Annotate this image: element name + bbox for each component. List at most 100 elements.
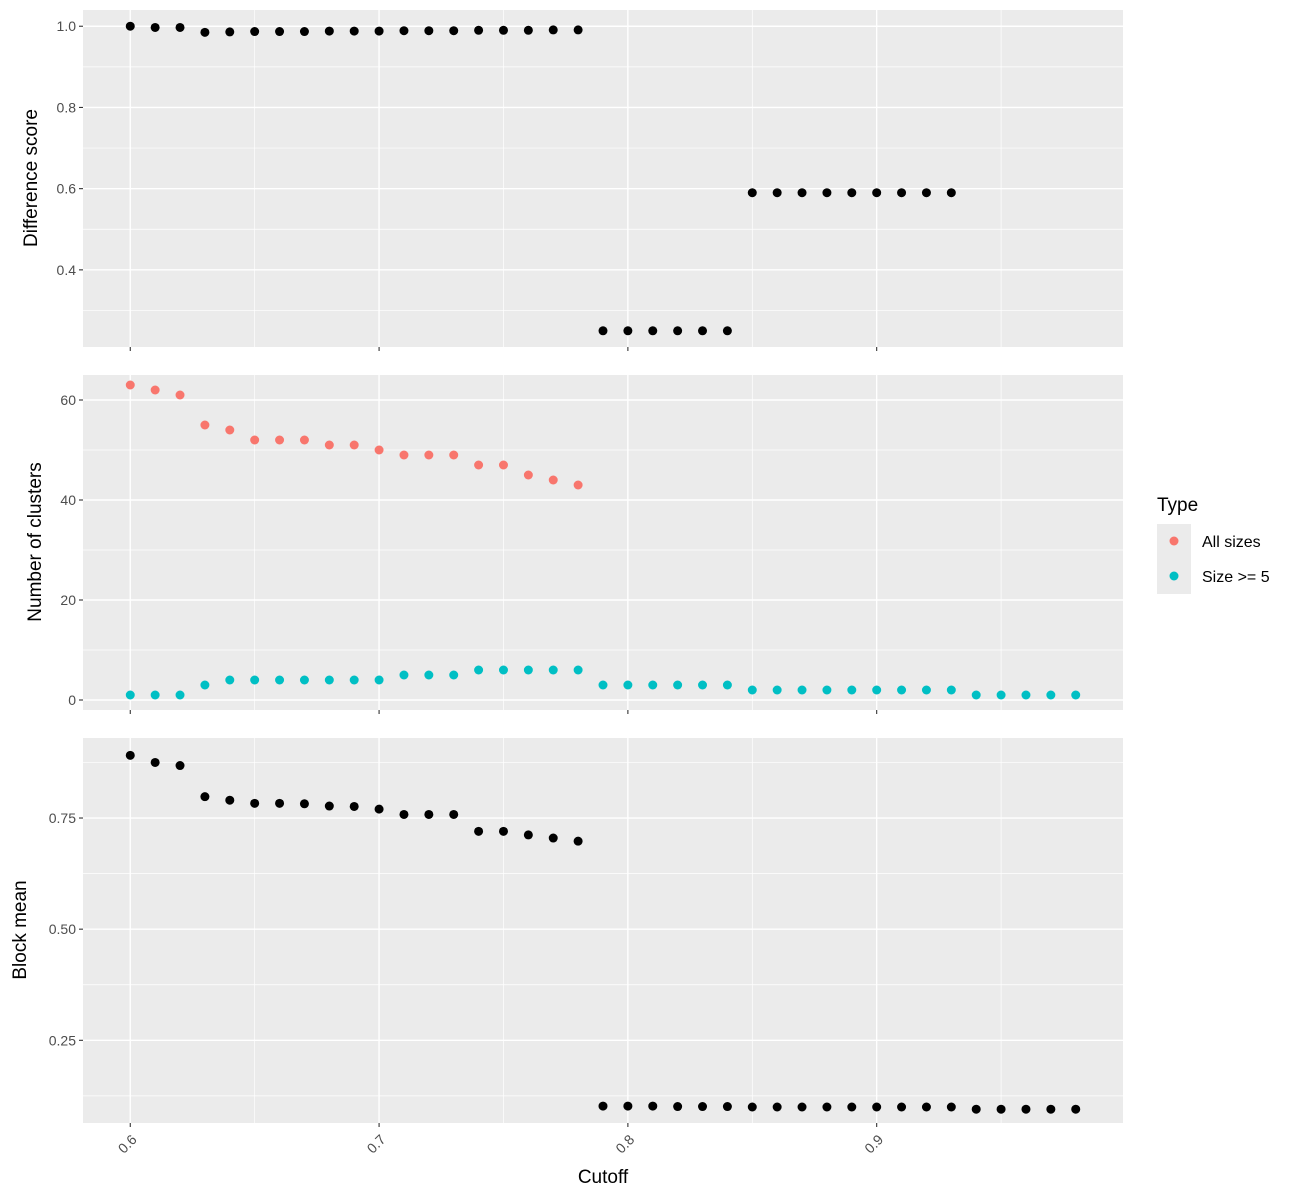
data-point [300,676,309,685]
data-point [922,686,931,695]
data-point [648,681,657,690]
y-axis-title: Block mean [10,880,31,979]
data-point [1046,691,1055,700]
data-point [1046,1105,1055,1114]
data-point [623,326,632,335]
data-point [499,461,508,470]
data-point [200,421,209,430]
data-point [822,188,831,197]
legend-label-all-sizes: All sizes [1202,534,1261,551]
data-point [872,686,881,695]
x-tick-label: 0.8 [612,1131,637,1156]
data-point [151,758,160,767]
data-point [399,671,408,680]
data-point [549,834,558,843]
data-point [424,671,433,680]
y-tick-label: 20 [60,592,76,608]
data-point [325,676,334,685]
data-point [350,441,359,450]
y-axis-title: Number of clusters [25,462,46,621]
x-tick-label: 0.9 [861,1131,886,1156]
data-point [424,26,433,35]
data-point [524,666,533,675]
data-point [126,751,135,760]
data-point [673,681,682,690]
data-point [375,446,384,455]
panel-difference-score: 0.4 0.6 0.8 1.0 Difference score [21,10,1123,351]
data-point [773,686,782,695]
data-point [126,381,135,390]
legend-label-size-ge-5: Size >= 5 [1202,569,1270,586]
data-point [524,26,533,35]
data-point [449,26,458,35]
data-point [176,761,185,770]
data-point [847,1103,856,1112]
data-point [872,188,881,197]
data-point [225,796,234,805]
data-point [798,188,807,197]
data-point [599,1102,608,1111]
data-point [748,686,757,695]
data-point [325,27,334,36]
legend-key-all-sizes [1170,537,1179,546]
data-point [151,23,160,32]
data-point [499,26,508,35]
data-point [300,436,309,445]
data-point [599,326,608,335]
data-point [126,22,135,31]
data-point [599,681,608,690]
panels-layer: 0.40.60.81.0Difference score0204060Numbe… [10,10,1123,1156]
data-point [972,1105,981,1114]
data-point [897,188,906,197]
data-point [176,391,185,400]
data-point [449,451,458,460]
panel-background [83,375,1123,710]
y-tick-label: 0.75 [49,810,76,826]
data-point [623,1102,632,1111]
data-point [176,691,185,700]
chart: 0.40.60.81.0Difference score0204060Numbe… [0,0,1300,1200]
data-point [399,810,408,819]
data-point [997,691,1006,700]
data-point [250,799,259,808]
data-point [822,686,831,695]
data-point [225,676,234,685]
data-point [698,1102,707,1111]
data-point [176,23,185,32]
data-point [275,799,284,808]
data-point [300,27,309,36]
y-tick-label: 0.50 [49,921,76,937]
data-point [325,441,334,450]
data-point [350,676,359,685]
data-point [126,691,135,700]
data-point [798,1103,807,1112]
data-point [449,671,458,680]
data-point [375,676,384,685]
data-point [574,666,583,675]
y-tick-label: 0 [68,692,76,708]
data-point [250,27,259,36]
data-point [151,386,160,395]
data-point [1021,1105,1030,1114]
data-point [972,691,981,700]
data-point [375,805,384,814]
data-point [648,326,657,335]
data-point [723,681,732,690]
data-point [698,326,707,335]
data-point [773,1103,782,1112]
y-tick-label: 0.6 [57,181,77,197]
data-point [549,476,558,485]
panel-background [83,10,1123,347]
data-point [922,1103,931,1112]
data-point [947,188,956,197]
data-point [474,666,483,675]
data-point [524,471,533,480]
panel-background [83,738,1123,1123]
data-point [151,691,160,700]
data-point [798,686,807,695]
data-point [200,681,209,690]
data-point [424,810,433,819]
x-tick-label: 0.7 [364,1131,389,1156]
data-point [399,451,408,460]
data-point [648,1102,657,1111]
